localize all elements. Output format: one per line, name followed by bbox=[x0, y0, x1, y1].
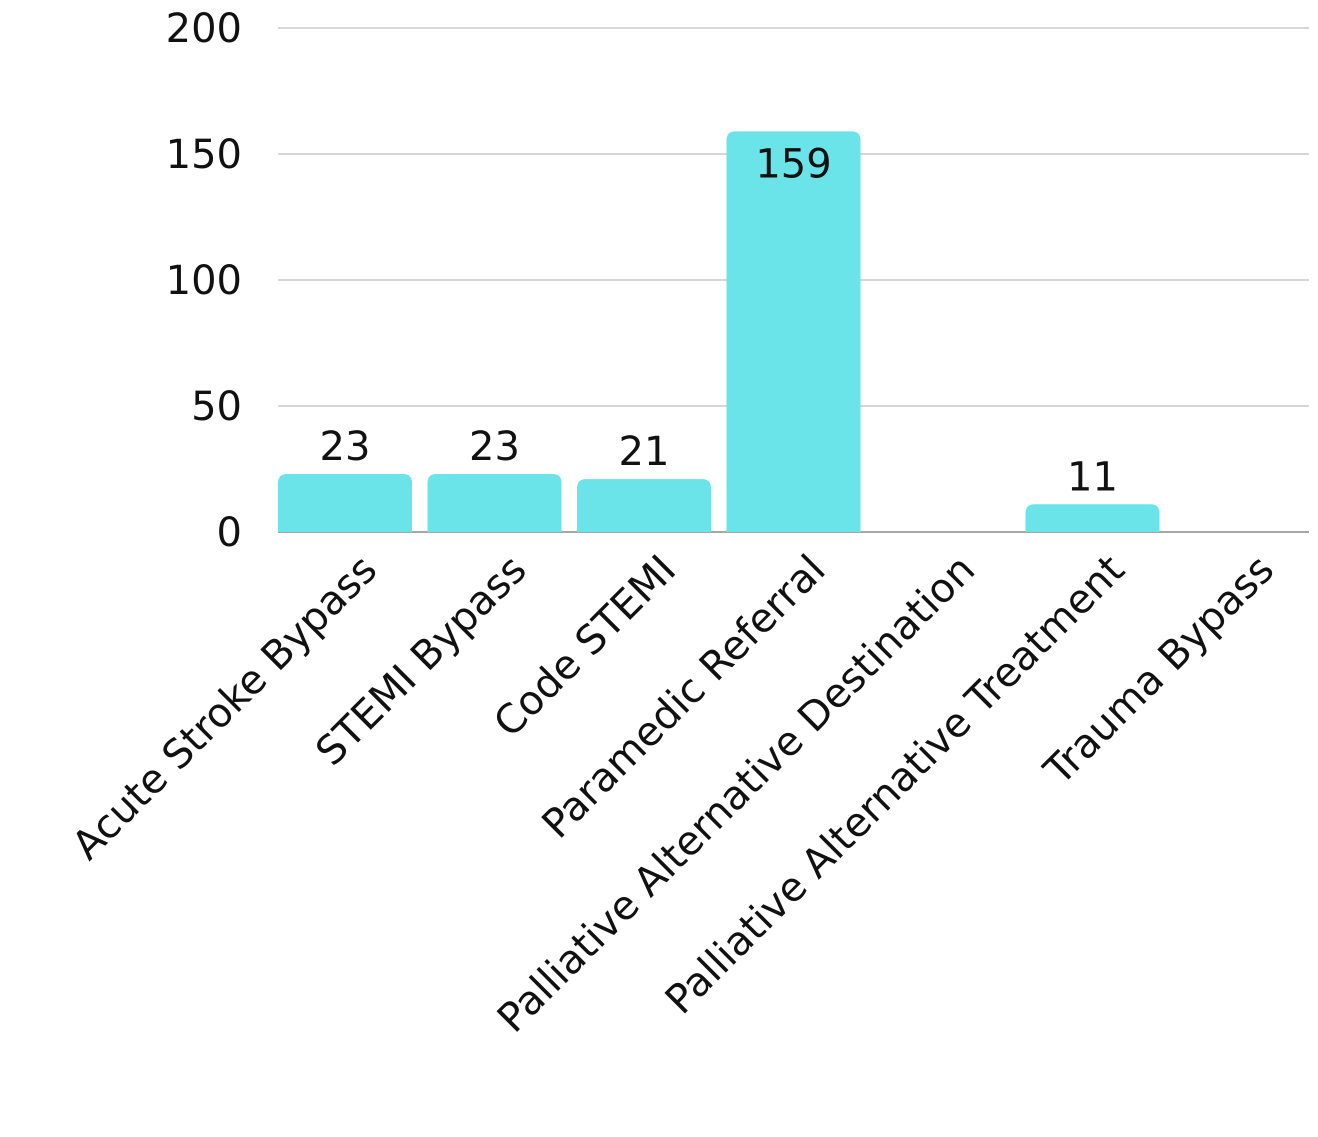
x-tick-label: Acute Stroke Bypass bbox=[64, 547, 386, 869]
bar-acute-stroke-bypass bbox=[278, 474, 412, 532]
data-label: 23 bbox=[320, 424, 371, 470]
data-label: 159 bbox=[755, 141, 831, 187]
bar-stemi-bypass bbox=[427, 474, 562, 532]
bar-palliative-alternative-treatment bbox=[1025, 504, 1160, 532]
bar-paramedic-referral bbox=[726, 131, 861, 532]
value-labels: 23 23 21 159 11 bbox=[320, 141, 1118, 500]
y-tick-label: 150 bbox=[166, 132, 242, 178]
x-tick-label: Paramedic Referral bbox=[534, 547, 835, 848]
y-tick-label: 200 bbox=[166, 6, 242, 52]
y-tick-label: 100 bbox=[166, 258, 242, 304]
y-tick-label: 0 bbox=[217, 510, 242, 556]
data-label: 21 bbox=[619, 429, 670, 475]
data-label: 23 bbox=[469, 424, 520, 470]
data-label: 11 bbox=[1067, 454, 1118, 500]
bars-layer bbox=[278, 131, 1160, 532]
y-axis: 0 50 100 150 200 bbox=[166, 6, 242, 556]
bar-code-stemi bbox=[577, 479, 711, 532]
y-tick-label: 50 bbox=[191, 384, 242, 430]
